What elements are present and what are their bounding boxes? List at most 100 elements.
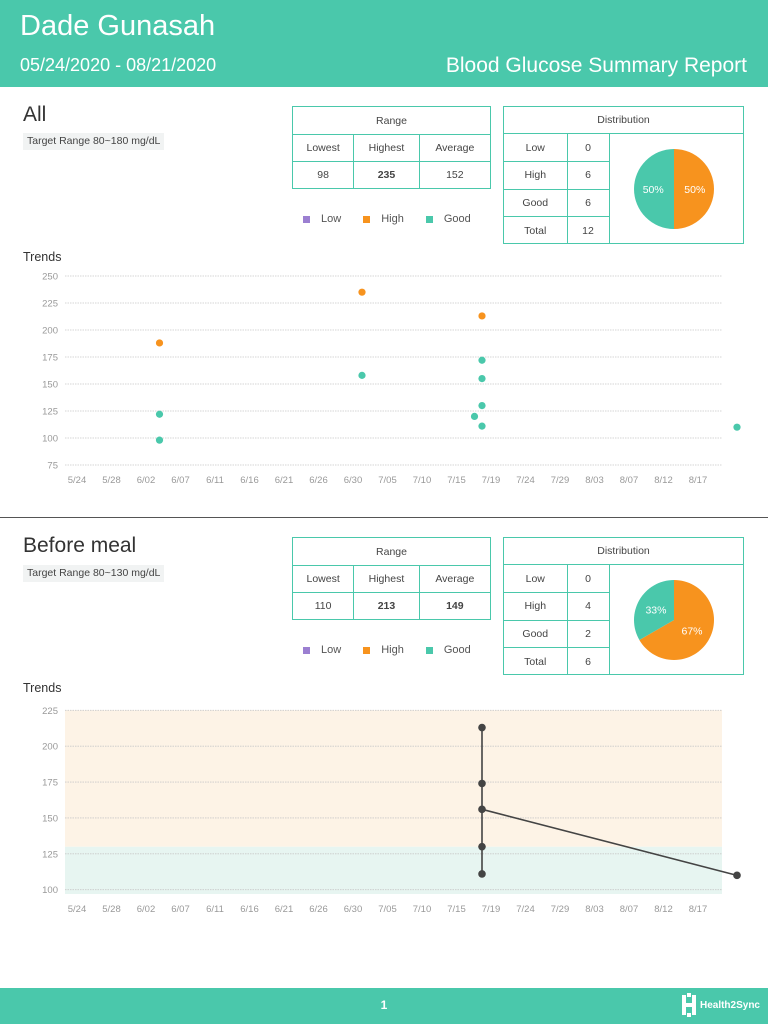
data-point [358,288,366,296]
dist-low-label: Low [504,565,568,593]
legend-label-good: Good [443,644,471,656]
pie-slice-good [634,149,674,229]
x-tick-label: 8/03 [585,904,604,915]
trends-line-chart: 100 125 150 175 200 225 5/24 5/28 6/02 6/07 6/11 6/… [42,706,741,915]
pie-slice-label: 67% [682,625,703,637]
dist-good-label: Good [504,620,568,648]
x-tick-label: 5/28 [102,904,121,915]
brand-logo: Health2Sync [681,993,760,1017]
target-range-tag: Target Range 80~130 mg/dL [23,565,165,582]
pie-slice-label: 50% [643,184,664,196]
highest-label: Highest [353,565,420,593]
y-tick-label: 225 [42,706,58,717]
legend-label-low: Low [321,213,342,225]
y-tick-label: 75 [47,461,58,472]
pie-slice-label: 33% [645,605,666,617]
y-tick-label: 200 [42,326,58,337]
brand-logo-icon [681,993,696,1017]
lowest-label: Lowest [291,565,355,593]
x-tick-label: 6/07 [171,475,190,486]
x-tick-label: 8/03 [585,475,604,486]
x-tick-label: 5/28 [102,475,121,486]
data-point [478,842,486,851]
dist-total-label: Total [504,216,568,244]
legend-label-high: High [381,213,404,225]
distribution-box: Distribution Low 0 High 6 Good 6 Total 12 50… [503,106,744,244]
x-tick-label: 6/30 [344,475,363,486]
data-point [478,422,486,430]
dist-good-count: 2 [567,620,610,648]
x-tick-label: 8/07 [620,904,639,915]
dist-high-label: High [504,592,568,621]
data-point [155,339,164,347]
legend-swatch-low [303,215,310,223]
x-tick-label: 6/11 [206,475,224,486]
x-tick-label: 7/19 [482,475,501,486]
legend: Low High Good [303,644,493,656]
y-tick-label: 200 [42,742,58,753]
x-tick-label: 6/21 [275,904,294,915]
y-tick-label: 225 [42,299,58,310]
x-tick-label: 7/10 [413,475,432,486]
highest-value: 213 [353,592,420,620]
data-point [478,356,486,364]
data-point [478,779,486,788]
legend-swatch-good [425,215,433,223]
brand-name: Health2Sync [699,999,760,1011]
legend-item-good: Good [425,644,471,656]
section-title-all: All [23,103,47,126]
legend-item-low: Low [303,213,341,225]
dist-high-count: 6 [567,161,610,190]
legend-item-low: Low [303,644,341,656]
data-point [478,723,486,732]
distribution-title: Distribution [504,538,743,565]
dist-high-label: High [504,161,568,190]
x-tick-label: 6/07 [171,904,190,915]
x-tick-label: 7/05 [378,904,397,915]
dist-good-count: 6 [567,189,610,217]
target-band [65,846,722,894]
page-footer: 1 Health2Sync [0,988,768,1024]
y-tick-label: 175 [42,353,58,364]
data-point [478,805,486,814]
series-line [481,808,738,877]
lowest-label: Lowest [291,134,355,162]
x-tick-label: 6/16 [240,475,259,486]
legend: Low High Good [303,213,493,225]
x-tick-label: 6/02 [137,475,156,486]
x-tick-label: 7/15 [447,475,466,486]
x-tick-label: 7/29 [551,475,570,486]
x-tick-label: 6/11 [206,904,224,915]
x-tick-label: 7/29 [551,904,570,915]
section-title-before-meal: Before meal [23,534,137,557]
data-point [155,436,164,444]
legend-item-good: Good [425,213,471,225]
y-tick-label: 150 [42,380,58,391]
y-tick-label: 100 [42,885,58,896]
x-tick-label: 8/17 [689,475,708,486]
legend-swatch-good [425,646,433,654]
x-tick-label: 8/17 [689,904,708,915]
legend-label-high: High [381,644,404,656]
trends-label: Trends [23,681,62,695]
dist-low-count: 0 [567,565,610,593]
lowest-value: 98 [291,161,355,189]
average-label: Average [418,134,492,162]
x-tick-label: 6/30 [344,904,363,915]
x-tick-label: 5/24 [68,904,87,915]
x-tick-label: 6/26 [309,904,328,915]
pie-slice-label: 50% [684,184,705,196]
x-tick-label: 7/24 [516,904,535,915]
distribution-table: Low 0 High 4 Good 2 Total 6 [504,565,610,675]
range-table: Range Lowest Highest Average 110 213 149 [291,537,492,620]
trends-label: Trends [23,250,62,264]
x-tick-label: 7/15 [447,904,466,915]
data-point [470,412,479,420]
data-point [478,312,486,320]
x-tick-label: 7/24 [516,475,535,486]
average-label: Average [418,565,492,593]
dist-low-count: 0 [567,134,610,162]
range-table: Range Lowest Highest Average 98 235 152 [291,106,492,189]
y-tick-label: 125 [42,849,58,860]
legend-label-good: Good [443,213,471,225]
